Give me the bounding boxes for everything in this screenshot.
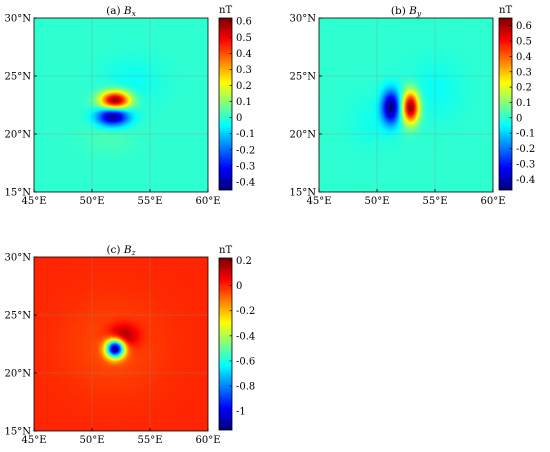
y-tick-label: 15°N <box>5 427 32 438</box>
panel-title: (b) By <box>391 5 422 18</box>
y-tick-label: 20°N <box>5 369 32 380</box>
panel-title: (c) Bz <box>106 244 135 257</box>
y-tick-label: 30°N <box>290 14 317 25</box>
colorbar-tick-label: 0.6 <box>516 21 532 32</box>
colorbar-tick-label: -0.6 <box>236 356 255 367</box>
y-tick-label: 15°N <box>290 188 317 199</box>
colorbar-tick-label: 0.2 <box>236 81 252 92</box>
heatmap-field-c <box>34 257 208 431</box>
axes-frame <box>33 256 209 432</box>
colorbar-tick-label: 0 <box>236 281 242 292</box>
colorbar-frame <box>218 17 233 191</box>
colorbar-unit: nT <box>499 5 512 16</box>
x-tick-label: 45°E <box>21 435 46 446</box>
colorbar-tick-label: 0.1 <box>516 98 532 109</box>
colorbar-tick-label: -0.2 <box>236 145 255 156</box>
y-tick-label: 30°N <box>5 253 32 264</box>
colorbar-unit: nT <box>219 5 232 16</box>
colorbar-tick-label: 0.4 <box>236 49 252 60</box>
x-tick-label: 45°E <box>21 196 46 207</box>
y-tick-label: 15°N <box>5 188 32 199</box>
colorbar-tick-label: 0.5 <box>236 33 252 44</box>
colorbar-gradient <box>499 18 512 190</box>
heatmap-field-b <box>319 18 493 192</box>
x-tick-label: 60°E <box>195 435 220 446</box>
colorbar-tick-label: 0 <box>236 113 242 124</box>
panel-bz: 45°E 50°E 55°E 60°E 15°N 20°N 25°N 30°N (c) Bz nT… <box>5 244 256 446</box>
panel-bx: 45°E 50°E 55°E 60°E 15°N 20°N 25°N 30°N (a) Bx nT… <box>5 5 256 207</box>
panel-title: (a) Bx <box>106 5 137 18</box>
colorbar-tick-label: 0.2 <box>236 256 252 267</box>
y-tick-label: 20°N <box>290 130 317 141</box>
x-tick-label: 55°E <box>137 196 162 207</box>
y-tick-label: 25°N <box>5 311 32 322</box>
panel-by: 45°E 50°E 55°E 60°E 15°N 20°N 25°N 30°N (b) By nT… <box>290 5 536 207</box>
y-tick-label: 25°N <box>290 72 317 83</box>
colorbar-tick-label: 0.1 <box>236 97 252 108</box>
colorbar-tick-label: -0.4 <box>236 331 255 342</box>
y-tick-label: 20°N <box>5 130 32 141</box>
colorbar-unit: nT <box>219 245 232 256</box>
colorbar-tick-label: -0.8 <box>236 382 255 393</box>
colorbar-tick-label: -0.3 <box>516 159 535 170</box>
colorbar-tick-label: -1 <box>236 407 246 418</box>
x-tick-label: 55°E <box>422 196 447 207</box>
colorbar-tick-label: 0.5 <box>516 37 532 48</box>
colorbar-tick-label: -0.2 <box>236 306 255 317</box>
x-tick-label: 60°E <box>195 196 220 207</box>
colorbar-tick-label: 0 <box>516 113 522 124</box>
colorbar-gradient <box>219 18 232 190</box>
colorbar-tick-label: 0.3 <box>236 65 252 76</box>
x-tick-label: 55°E <box>137 435 162 446</box>
colorbar-tick-label: -0.4 <box>236 177 255 188</box>
colorbar-tick-label: 0.4 <box>516 52 532 63</box>
colorbar-tick-label: 0.2 <box>516 83 532 94</box>
colorbar-tick-label: -0.1 <box>516 129 535 140</box>
colorbar-tick-label: 0.3 <box>516 67 532 78</box>
colorbar-tick-label: -0.4 <box>516 175 535 186</box>
x-tick-label: 50°E <box>79 435 104 446</box>
colorbar-tick-label: -0.3 <box>236 161 255 172</box>
colorbar-frame <box>218 257 233 431</box>
colorbar-frame <box>498 17 513 191</box>
x-tick-label: 45°E <box>306 196 331 207</box>
y-tick-label: 25°N <box>5 72 32 83</box>
heatmap-field-a <box>34 18 208 192</box>
colorbar-tick-label: 0.6 <box>236 17 252 28</box>
y-tick-label: 30°N <box>5 14 32 25</box>
colorbar-tick-label: -0.1 <box>236 129 255 140</box>
colorbar-gradient <box>219 258 232 430</box>
axes-frame <box>33 17 209 193</box>
colorbar-tick-label: -0.2 <box>516 144 535 155</box>
x-tick-label: 50°E <box>364 196 389 207</box>
x-tick-label: 60°E <box>480 196 505 207</box>
x-tick-label: 50°E <box>79 196 104 207</box>
axes-frame <box>318 17 494 193</box>
